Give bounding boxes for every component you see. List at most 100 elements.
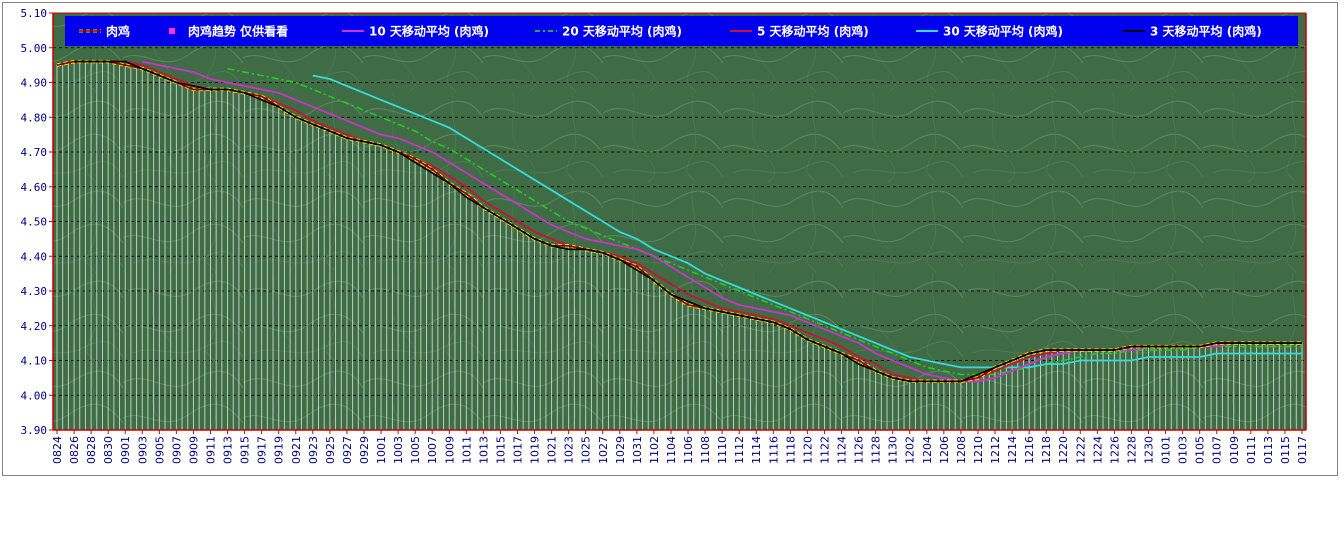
x-tick-label: 0101 (1160, 436, 1173, 464)
series-lines (56, 59, 1302, 384)
x-tick-label: 0919 (273, 436, 286, 464)
x-tick-label: 1029 (614, 436, 627, 464)
x-tick-label: 1021 (546, 436, 559, 464)
x-tick-label: 1013 (477, 436, 490, 464)
x-tick-label: 1102 (648, 436, 661, 464)
series-line-5 (312, 74, 1302, 369)
x-tick-label: 0113 (1262, 436, 1275, 464)
legend-label: 肉鸡趋势 仅供看看 (188, 24, 288, 39)
x-tick-label: 1116 (767, 436, 780, 464)
x-tick-label: 0903 (136, 436, 149, 464)
x-tick-label: 0923 (307, 436, 320, 464)
x-tick-label: 0913 (222, 436, 235, 464)
x-tick-label: 0909 (187, 436, 200, 464)
x-tick-label: 1015 (494, 436, 507, 464)
x-tick-label: 0109 (1228, 436, 1241, 464)
trend-bars (56, 61, 1303, 430)
x-tick-label: 1005 (409, 436, 422, 464)
x-axis-ticks: 0824 0826 0828 0830 0901 0903 0905 0907 0909 0911… (51, 430, 1309, 464)
x-tick-label: 1126 (853, 436, 866, 464)
legend-box (65, 16, 1298, 46)
x-tick-label: 1228 (1126, 436, 1139, 464)
series-line-6 (74, 60, 1302, 383)
x-tick-label: 0826 (68, 436, 81, 464)
legend-item: 30 天移动平均 (肉鸡) (916, 24, 1063, 39)
legend-item: 5 天移动平均 (肉鸡) (730, 24, 869, 39)
x-tick-label: 1226 (1108, 436, 1121, 464)
legend-item: 肉鸡 (79, 24, 130, 39)
x-tick-label: 0911 (205, 436, 218, 464)
x-tick-label: 1007 (426, 436, 439, 464)
x-tick-label: 0828 (85, 436, 98, 464)
x-tick-label: 0107 (1211, 436, 1224, 464)
x-tick-label: 1114 (750, 436, 763, 464)
x-tick-label: 0921 (290, 436, 303, 464)
x-tick-label: 1124 (836, 436, 849, 464)
x-tick-label: 0117 (1296, 436, 1309, 464)
x-tick-label: 1220 (1057, 436, 1070, 464)
y-tick-label: 4.50 (21, 216, 48, 229)
x-tick-label: 1202 (904, 436, 917, 464)
legend-label: 3 天移动平均 (肉鸡) (1150, 24, 1262, 39)
x-tick-label: 0824 (51, 436, 64, 464)
x-tick-label: 1122 (819, 436, 832, 464)
legend-item: 3 天移动平均 (肉鸡) (1123, 24, 1262, 39)
x-tick-label: 0927 (341, 436, 354, 464)
x-tick-label: 0103 (1177, 436, 1190, 464)
x-tick-label: 1222 (1074, 436, 1087, 464)
y-tick-label: 4.30 (21, 285, 48, 298)
x-tick-label: 1027 (597, 436, 610, 464)
legend-label: 30 天移动平均 (肉鸡) (943, 24, 1063, 39)
x-tick-label: 1019 (529, 436, 542, 464)
legend-item: 肉鸡趋势 仅供看看 (169, 24, 288, 39)
legend-item: 20 天移动平均 (肉鸡) (535, 24, 682, 39)
x-tick-label: 0905 (153, 436, 166, 464)
x-tick-label: 1208 (955, 436, 968, 464)
x-tick-label: 0907 (170, 436, 183, 464)
x-tick-label: 1110 (716, 436, 729, 464)
legend-swatch (169, 28, 175, 34)
x-tick-label: 0901 (119, 436, 132, 464)
y-tick-label: 4.70 (21, 146, 48, 159)
y-tick-label: 4.10 (21, 355, 48, 368)
x-tick-label: 1128 (870, 436, 883, 464)
x-tick-label: 0830 (102, 436, 115, 464)
x-tick-label: 0929 (358, 436, 371, 464)
chart-frame: 3.90 4.00 4.10 4.20 4.30 4.40 4.50 4.60 4.70 4.80… (2, 2, 1338, 476)
x-tick-label: 1108 (699, 436, 712, 464)
x-tick-label: 1120 (801, 436, 814, 464)
x-tick-label: 1106 (682, 436, 695, 464)
x-tick-label: 1206 (938, 436, 951, 464)
x-tick-label: 0105 (1194, 436, 1207, 464)
x-tick-label: 1216 (1023, 436, 1036, 464)
x-tick-label: 1210 (972, 436, 985, 464)
x-tick-label: 1214 (1006, 436, 1019, 464)
x-tick-label: 1112 (733, 436, 746, 464)
x-tick-label: 1218 (1040, 436, 1053, 464)
y-tick-label: 3.90 (21, 424, 48, 437)
y-tick-label: 4.90 (21, 77, 48, 90)
x-tick-label: 0917 (256, 436, 269, 464)
x-tick-label: 1230 (1143, 436, 1156, 464)
x-tick-label: 0111 (1245, 436, 1258, 464)
series-line-3 (227, 67, 1302, 376)
y-tick-label: 5.00 (21, 42, 48, 55)
y-tick-label: 4.60 (21, 181, 48, 194)
legend-label: 5 天移动平均 (肉鸡) (757, 24, 869, 39)
x-tick-label: 1017 (512, 436, 525, 464)
x-tick-label: 0925 (324, 436, 337, 464)
x-tick-label: 1212 (989, 436, 1002, 464)
x-tick-label: 1104 (665, 436, 678, 464)
x-tick-label: 1118 (784, 436, 797, 464)
x-tick-label: 1130 (887, 436, 900, 464)
legend: 肉鸡 肉鸡趋势 仅供看看 10 天移动平均 (肉鸡) 20 天移动平均 (肉鸡) 5 天… (65, 16, 1298, 46)
x-tick-label: 1001 (375, 436, 388, 464)
x-tick-label: 1224 (1091, 436, 1104, 464)
x-tick-label: 1011 (460, 436, 473, 464)
x-tick-label: 0915 (239, 436, 252, 464)
y-tick-label: 4.00 (21, 389, 48, 402)
legend-label: 20 天移动平均 (肉鸡) (562, 24, 682, 39)
x-tick-label: 1031 (631, 436, 644, 464)
x-tick-label: 1003 (392, 436, 405, 464)
legend-label: 10 天移动平均 (肉鸡) (369, 24, 489, 39)
